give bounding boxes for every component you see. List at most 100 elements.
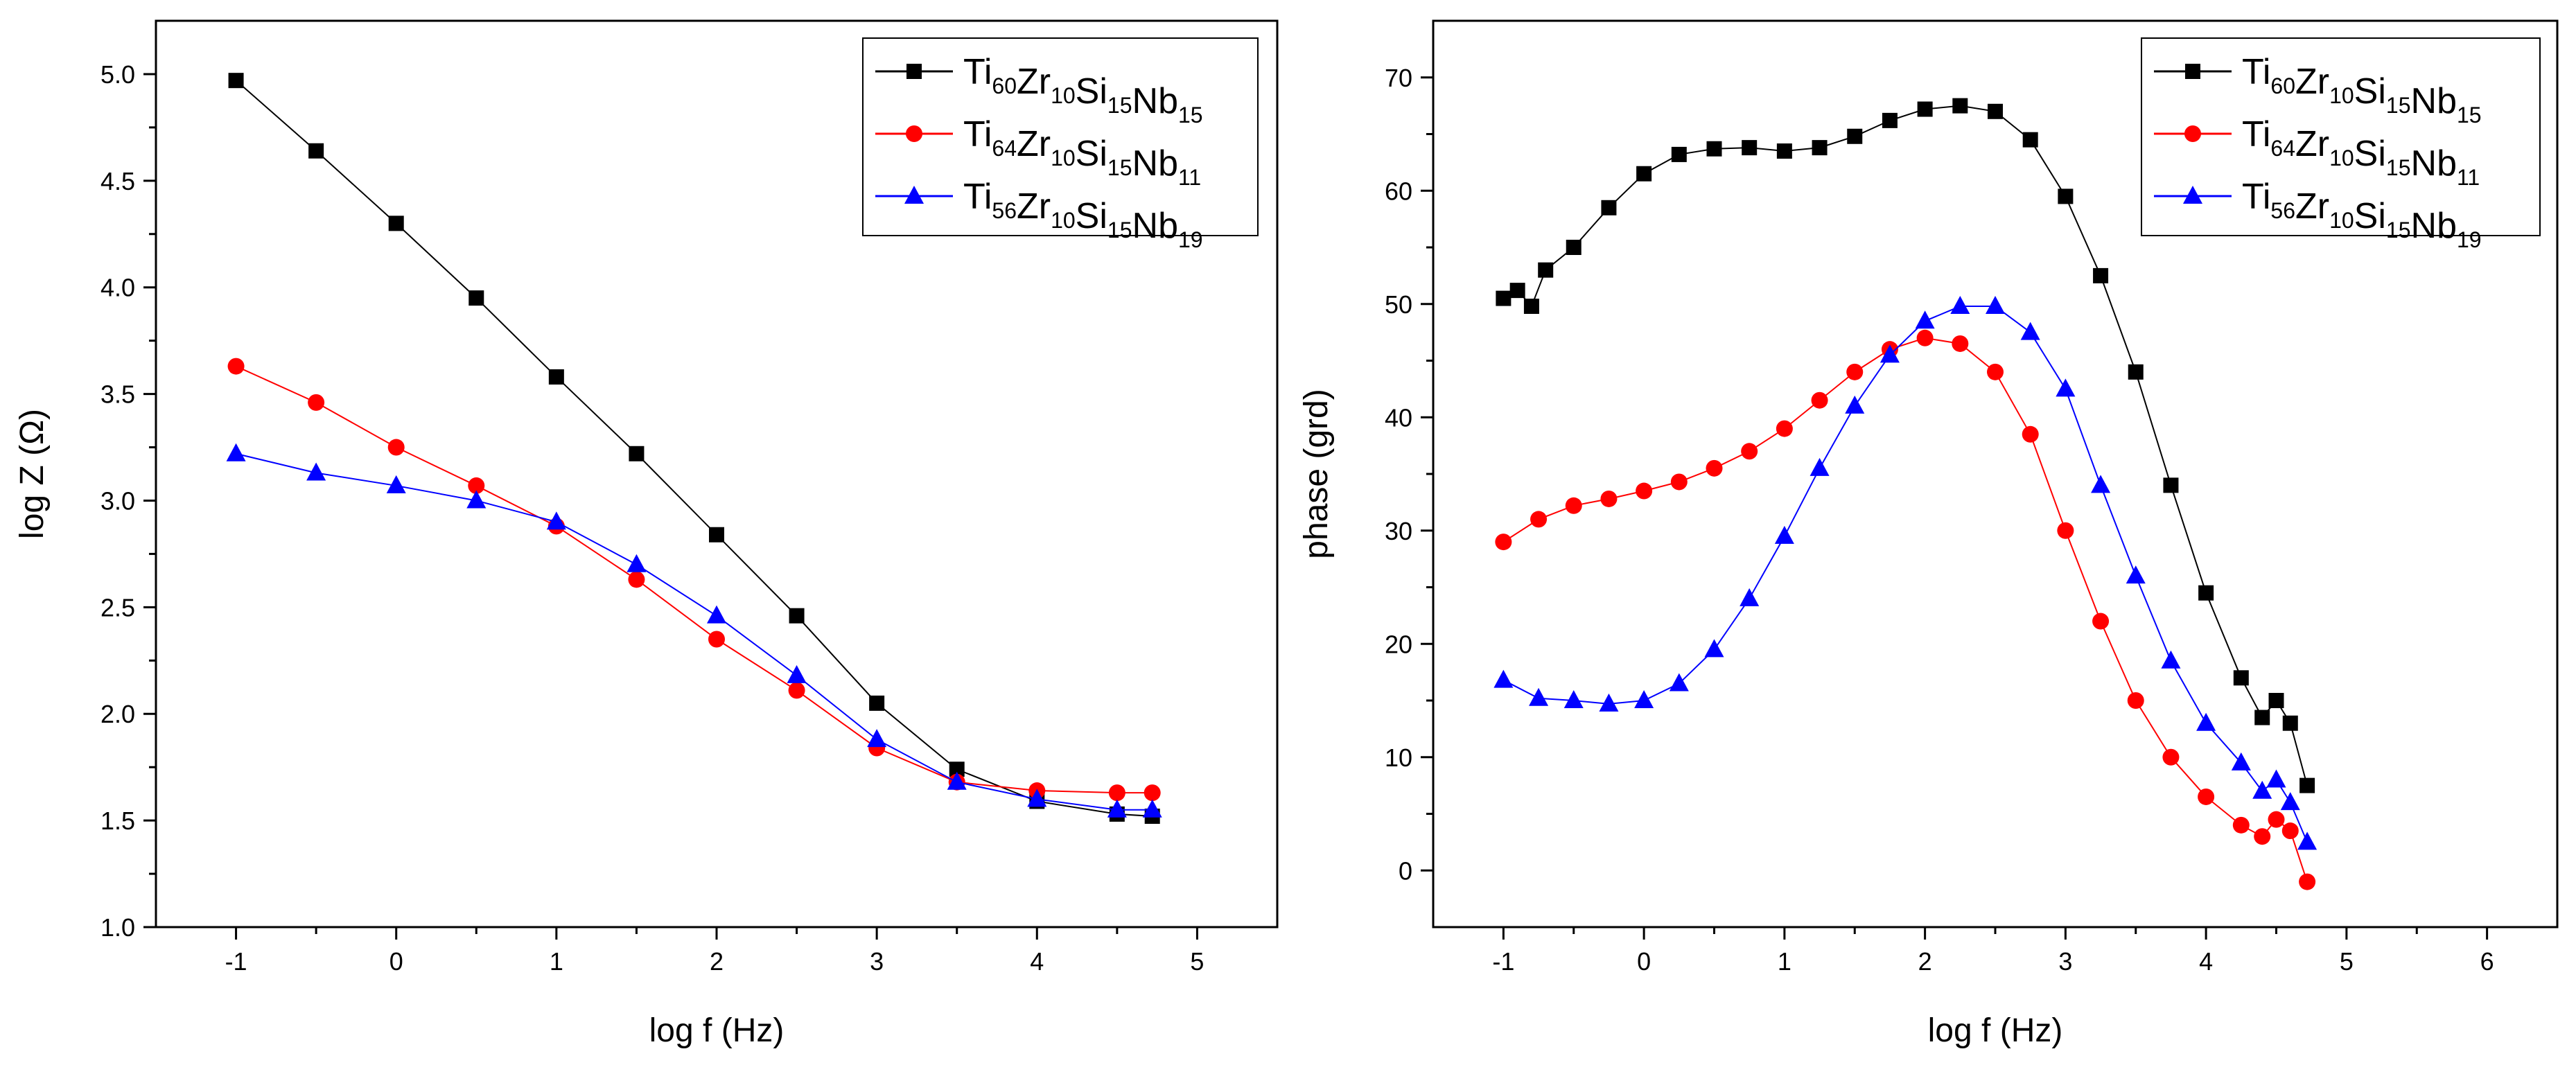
legend-element: Zr	[2295, 186, 2329, 227]
legend-subscript: 15	[2386, 155, 2411, 180]
x-tick-label: 2	[710, 947, 724, 976]
data-point	[629, 446, 645, 461]
data-point	[2233, 670, 2249, 686]
y-tick-label: 2.5	[100, 593, 135, 622]
data-point	[1740, 588, 1760, 606]
data-point	[468, 290, 484, 306]
x-tick-label: 0	[389, 947, 403, 976]
x-tick-label: 4	[2199, 947, 2213, 976]
data-point	[2056, 378, 2076, 397]
data-point	[2299, 873, 2316, 890]
data-point	[1634, 690, 1654, 708]
data-point	[2058, 188, 2074, 204]
legend-element: Ti	[2242, 52, 2270, 92]
data-point	[1671, 146, 1687, 162]
data-point	[308, 143, 324, 159]
data-point	[2266, 769, 2286, 788]
legend-element: Ti	[963, 177, 992, 217]
data-point	[468, 477, 485, 494]
legend-subscript: 10	[2329, 83, 2354, 108]
y-tick-label: 4.0	[100, 274, 135, 302]
legend-label: Ti64Zr10Si15Nb11	[2242, 114, 2480, 190]
data-point	[1566, 240, 1581, 255]
x-tick-label: 6	[2480, 947, 2494, 976]
legend-subscript: 15	[1107, 155, 1132, 180]
y-tick-label: 2.0	[100, 700, 135, 728]
y-tick-label: 1.0	[100, 913, 135, 942]
legend: Ti60Zr10Si15Nb15Ti64Zr10Si15Nb11Ti56Zr10…	[862, 37, 1259, 252]
y-tick-label: 3.5	[100, 380, 135, 409]
legend-element: Ti	[963, 114, 992, 155]
y-axis-title: log Z (Ω)	[14, 409, 51, 539]
series-2	[1495, 329, 2316, 890]
data-point	[2161, 650, 2181, 669]
data-point	[787, 664, 807, 683]
x-tick-label: 4	[1030, 947, 1044, 976]
legend-subscript: 56	[992, 198, 1017, 223]
data-point	[2254, 710, 2270, 725]
data-point	[709, 527, 724, 543]
data-point	[2057, 522, 2074, 539]
legend-element: Zr	[2295, 124, 2329, 164]
data-point	[947, 771, 967, 790]
data-point	[1599, 693, 1619, 712]
legend-label: Ti56Zr10Si15Nb19	[2242, 177, 2482, 252]
legend-element: Si	[1076, 71, 1107, 112]
x-tick-label: -1	[225, 947, 247, 976]
legend-marker	[2185, 64, 2200, 79]
legend-subscript: 15	[2386, 218, 2411, 243]
data-point	[1108, 784, 1125, 802]
legend: Ti60Zr10Si15Nb15Ti64Zr10Si15Nb11Ti56Zr10…	[2141, 37, 2541, 252]
data-point	[1600, 490, 1618, 507]
data-point	[2231, 752, 2251, 771]
legend-element: Si	[1076, 134, 1107, 174]
legend-element: Nb	[2411, 206, 2457, 246]
y-tick-label: 60	[1385, 177, 1412, 205]
data-point	[2252, 780, 2272, 799]
data-point	[1776, 143, 1792, 159]
x-tick-label: 3	[870, 947, 884, 976]
data-point	[2127, 692, 2144, 709]
x-axis-title: log f (Hz)	[1928, 1012, 2063, 1049]
data-point	[2022, 425, 2039, 443]
data-point	[2093, 267, 2109, 283]
y-tick-label: 5.0	[100, 60, 135, 89]
data-point	[867, 729, 887, 748]
data-point	[1776, 420, 1793, 437]
x-tick-label: 1	[550, 947, 563, 976]
data-point	[2196, 712, 2216, 731]
y-tick-label: 3.0	[100, 486, 135, 515]
data-point	[1601, 200, 1617, 215]
y-axis-title: phase (grd)	[1298, 389, 1335, 558]
y-tick-label: 0	[1399, 856, 1412, 885]
data-point	[2268, 693, 2284, 708]
data-point	[2022, 132, 2038, 148]
data-point	[788, 682, 805, 699]
data-point	[1636, 482, 1653, 500]
data-point	[1810, 457, 1830, 476]
data-point	[2092, 613, 2110, 630]
data-point	[1706, 459, 1723, 477]
legend-label: Ti60Zr10Si15Nb15	[2242, 52, 2482, 127]
data-point	[388, 215, 404, 231]
data-point	[228, 73, 244, 89]
series-line	[1502, 306, 2308, 843]
legend-marker	[906, 64, 922, 79]
x-tick-label: -1	[1492, 947, 1514, 976]
data-point	[1563, 690, 1584, 708]
data-point	[1916, 329, 1934, 346]
legend-subscript: 10	[1051, 208, 1076, 233]
x-tick-label: 5	[2340, 947, 2354, 976]
legend-element: Zr	[2295, 62, 2329, 102]
data-point	[2297, 831, 2317, 850]
data-point	[2198, 585, 2214, 601]
legend-subscript: 64	[992, 136, 1017, 161]
data-point	[2282, 715, 2298, 731]
data-point	[546, 511, 566, 530]
y-tick-label: 1.5	[100, 807, 135, 835]
data-point	[1538, 262, 1554, 278]
legend-box	[862, 37, 1259, 236]
data-point	[2162, 748, 2180, 766]
y-tick-label: 10	[1385, 743, 1412, 772]
data-point	[1952, 98, 1968, 114]
